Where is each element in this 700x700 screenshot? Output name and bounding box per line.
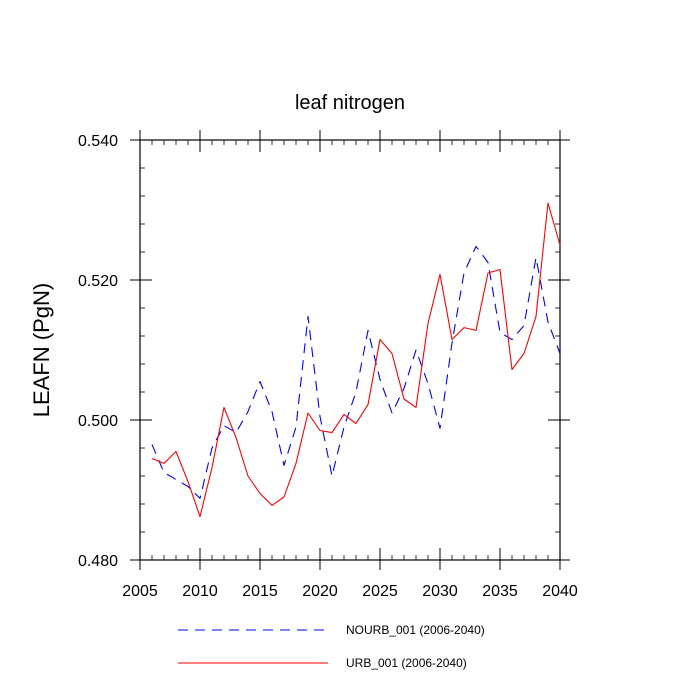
x-tick-label: 2030 [422,583,458,600]
legend-label-urb: URB_001 (2006-2040) [346,656,467,670]
series-layer [151,202,561,518]
plot-frame [139,139,561,561]
legend-label-nourb: NOURB_001 (2006-2040) [346,623,485,637]
y-tick-label: 0.500 [78,413,118,430]
legend: NOURB_001 (2006-2040) URB_001 (2006-2040… [178,623,485,670]
x-tick-label: 2025 [362,583,398,600]
x-tick-label: 2020 [302,583,338,600]
x-tick-label: 2015 [242,583,278,600]
y-tick-label: 0.480 [78,553,118,570]
tick-layer [130,130,570,570]
x-tick-label: 2035 [482,583,518,600]
y-tick-label: 0.540 [78,133,118,150]
x-tick-label: 2040 [542,583,578,600]
chart-title: leaf nitrogen [295,92,405,114]
tick-label-layer: 2005 2010 2015 2020 2025 2030 2035 2040 0.480 0.5… [78,133,578,600]
y-axis-label: LEAFN (PgN) [29,283,54,417]
series-line-urb [151,202,561,518]
x-tick-label: 2005 [122,583,158,600]
y-tick-label: 0.520 [78,273,118,290]
series-line-nourb [151,245,561,499]
x-tick-label: 2010 [182,583,218,600]
